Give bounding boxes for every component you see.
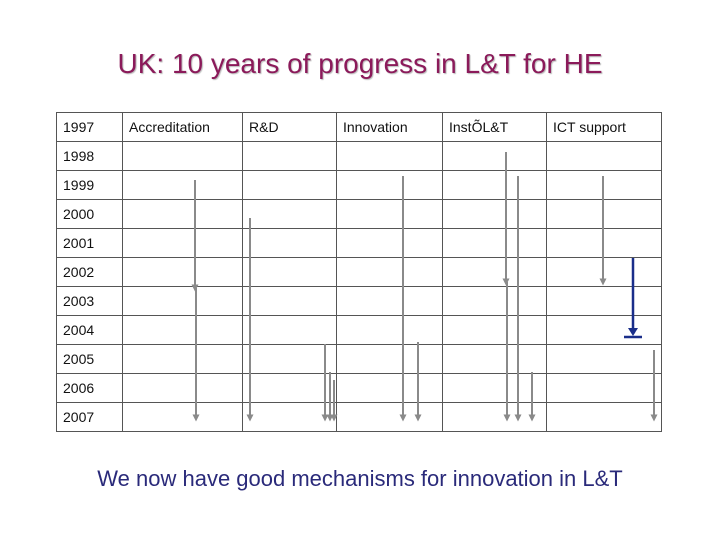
slide-title: UK: 10 years of progress in L&T for HE: [117, 48, 603, 79]
year-label: 2002: [56, 257, 123, 287]
header-cell-ict-support: ICT support: [546, 112, 662, 142]
year-label: 1998: [56, 141, 123, 171]
year-label: 2003: [56, 286, 123, 316]
table-row: 2007: [56, 402, 662, 432]
table-row: 2002: [56, 257, 662, 287]
timeline-table: 1997 Accreditation R&D Innovation InstÕL…: [56, 112, 662, 432]
table-row: 2006: [56, 373, 662, 403]
year-label: 2001: [56, 228, 123, 258]
header-row: 1997 Accreditation R&D Innovation InstÕL…: [56, 112, 662, 142]
year-label: 2007: [56, 402, 123, 432]
header-cell-rd: R&D: [242, 112, 337, 142]
table-row: 2000: [56, 199, 662, 229]
table-row: 2005: [56, 344, 662, 374]
year-label: 2004: [56, 315, 123, 345]
year-label: 2005: [56, 344, 123, 374]
table-row: 1998: [56, 141, 662, 171]
year-label: 2006: [56, 373, 123, 403]
header-cell-accreditation: Accreditation: [122, 112, 243, 142]
year-label: 2000: [56, 199, 123, 229]
header-cell-year: 1997: [56, 112, 123, 142]
table-row: 1999: [56, 170, 662, 200]
slide-footer: We now have good mechanisms for innovati…: [97, 466, 623, 491]
header-cell-inst-lt: InstÕL&T: [442, 112, 547, 142]
table-row: 2004: [56, 315, 662, 345]
table-row: 2003: [56, 286, 662, 316]
year-label: 1999: [56, 170, 123, 200]
table-row: 2001: [56, 228, 662, 258]
header-cell-innovation: Innovation: [336, 112, 443, 142]
